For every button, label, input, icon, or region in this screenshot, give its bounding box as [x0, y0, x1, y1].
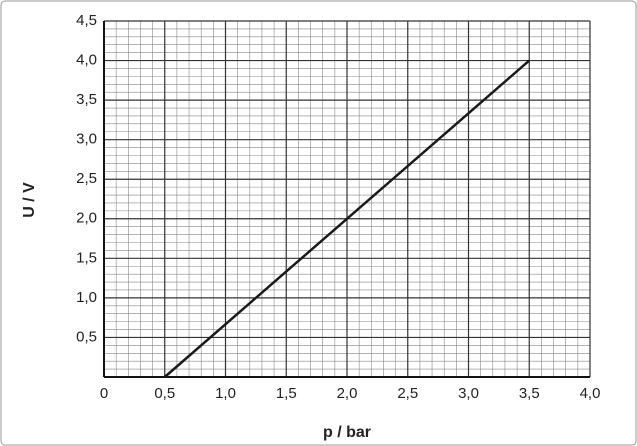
x-tick-label: 2,5 [397, 385, 418, 402]
y-tick-label: 4,0 [76, 52, 97, 69]
y-tick-label: 1,0 [76, 289, 97, 306]
y-axis-title: U / V [21, 182, 38, 218]
y-tick-label: 3,5 [76, 91, 97, 108]
x-axis-title: p / bar [323, 424, 371, 441]
x-tick-label: 1,5 [276, 385, 297, 402]
x-tick-label: 3,5 [519, 385, 540, 402]
x-tick-label: 0,5 [154, 385, 175, 402]
x-tick-label: 3,0 [458, 385, 479, 402]
y-tick-label: 1,5 [76, 249, 97, 266]
y-tick-label: 2,0 [76, 210, 97, 227]
x-tick-label: 2,0 [337, 385, 358, 402]
y-tick-label: 2,5 [76, 170, 97, 187]
x-tick-label: 4,0 [580, 385, 601, 402]
y-tick-label: 3,0 [76, 131, 97, 148]
x-tick-label: 1,0 [215, 385, 236, 402]
data-line [163, 59, 531, 378]
x-tick-label: 0 [100, 385, 108, 402]
y-tick-label: 4,5 [76, 12, 97, 29]
y-tick-label: 0,5 [76, 328, 97, 345]
